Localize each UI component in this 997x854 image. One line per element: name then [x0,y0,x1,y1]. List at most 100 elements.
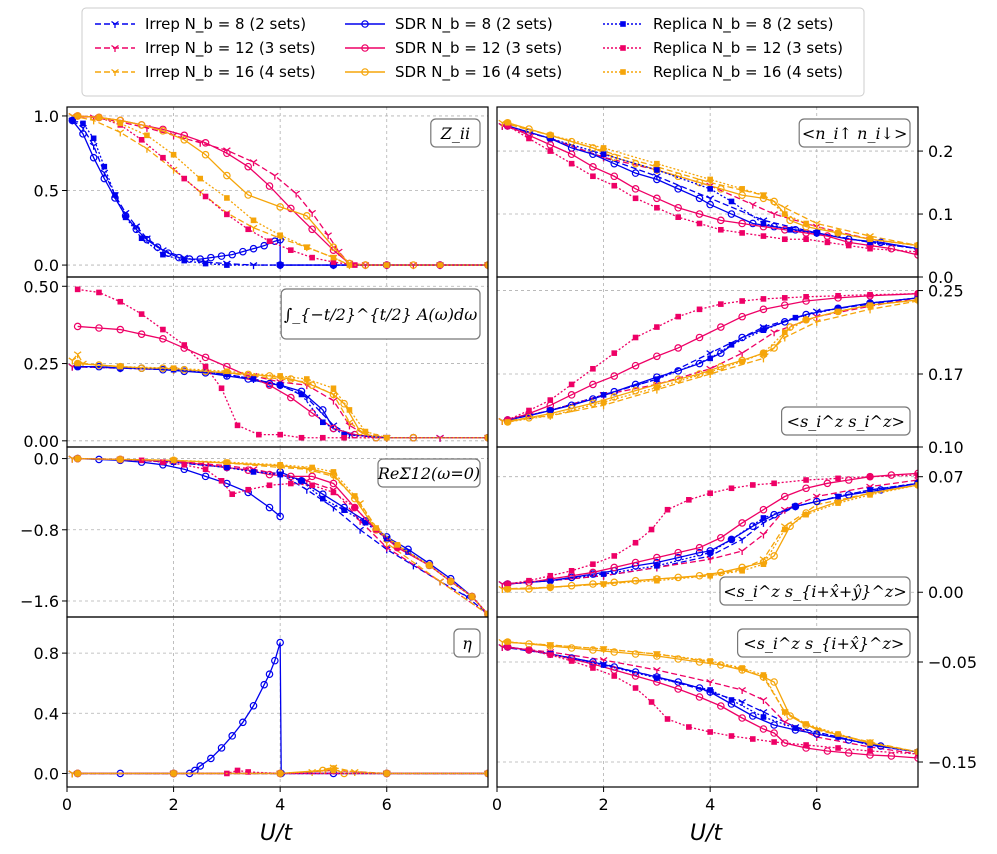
data-point [138,137,145,143]
legend-marker [620,45,626,51]
data-point [717,568,725,577]
panel-label-box [719,576,911,606]
y-tick-label: 0.5 [34,182,59,201]
data-point [249,159,258,167]
data-point [664,716,671,722]
data-point [341,431,347,438]
data-point [738,686,747,694]
y-tick-label: 0.07 [928,468,964,487]
data-point [589,646,597,654]
data-point [867,236,873,243]
data-point [309,482,315,489]
data-point [738,191,746,199]
data-point [610,393,619,401]
data-point [271,656,279,665]
data-point [351,504,358,511]
data-point [654,563,660,569]
data-point [600,571,607,577]
data-point [674,344,682,352]
series-group [498,289,918,426]
data-point [792,725,799,731]
data-point [653,553,661,562]
data-point [674,573,682,582]
data-point [207,253,215,262]
x-axis-label-left: U/t [260,821,294,846]
data-point [835,500,841,506]
series-line-irrep-nb12 [502,479,918,585]
data-point [707,572,713,579]
panel-label: η [453,628,481,658]
data-point [526,135,532,142]
data-point [288,480,294,487]
data-point [207,754,215,763]
data-point [717,661,725,669]
legend-box [81,7,865,97]
data-point [224,459,230,465]
data-point [468,592,476,601]
data-point [249,244,258,253]
data-point [526,577,532,584]
data-point [600,581,607,587]
data-point [73,351,82,359]
legend-marker [361,68,369,76]
data-point [73,454,82,463]
data-point [631,185,640,193]
data-point [631,668,640,676]
data-point [426,562,433,569]
data-point [469,593,475,600]
data-point [675,313,681,320]
series-group [68,454,488,617]
data-point [74,363,81,370]
data-point [718,301,724,307]
data-point [116,325,125,334]
data-point [915,245,918,252]
data-point [738,714,746,722]
data-point [632,195,639,202]
data-point [803,316,809,323]
data-point [330,489,337,496]
data-point [159,335,167,343]
data-point [346,407,353,413]
data-point [89,153,98,162]
data-point [728,341,735,348]
data-point [351,493,358,499]
data-point [674,203,682,212]
data-point [117,298,124,305]
data-point [867,487,873,493]
y-tick-label: −1.6 [20,592,59,611]
y-tick-label: 0.0 [34,764,59,783]
data-point [277,232,283,239]
data-point [95,113,103,122]
data-point [748,219,757,228]
data-point [276,203,284,211]
data-point [812,318,821,326]
panel-label-text: Z_ii [440,124,470,143]
data-point [132,225,141,234]
data-point [196,255,205,263]
panel-label: <s_i^z s_{i+x̂+ŷ}^z> [719,576,911,606]
data-point [600,646,607,652]
data-point [610,578,619,587]
panel-label-box [280,288,481,340]
data-point [867,239,873,246]
data-point [525,585,533,593]
data-point [74,770,81,777]
data-point [760,515,767,521]
data-point [835,731,841,737]
panel-label-text: <s_i^z s_{i+x̂+ŷ}^z> [723,582,906,601]
data-point [686,724,692,730]
panel-label-box [798,118,911,148]
data-point [250,469,257,475]
legend: Irrep N_b = 8 (2 sets) Irrep N_b = 12 (3 … [81,7,865,97]
data-point [770,329,778,337]
data-point [330,254,337,261]
data-point [266,482,273,489]
data-point [68,357,77,365]
data-point [265,470,274,479]
data-point [485,770,488,777]
data-point [217,744,226,752]
legend-marker [361,44,369,52]
data-point [748,712,757,720]
data-point [137,330,146,338]
series-group [498,638,918,762]
